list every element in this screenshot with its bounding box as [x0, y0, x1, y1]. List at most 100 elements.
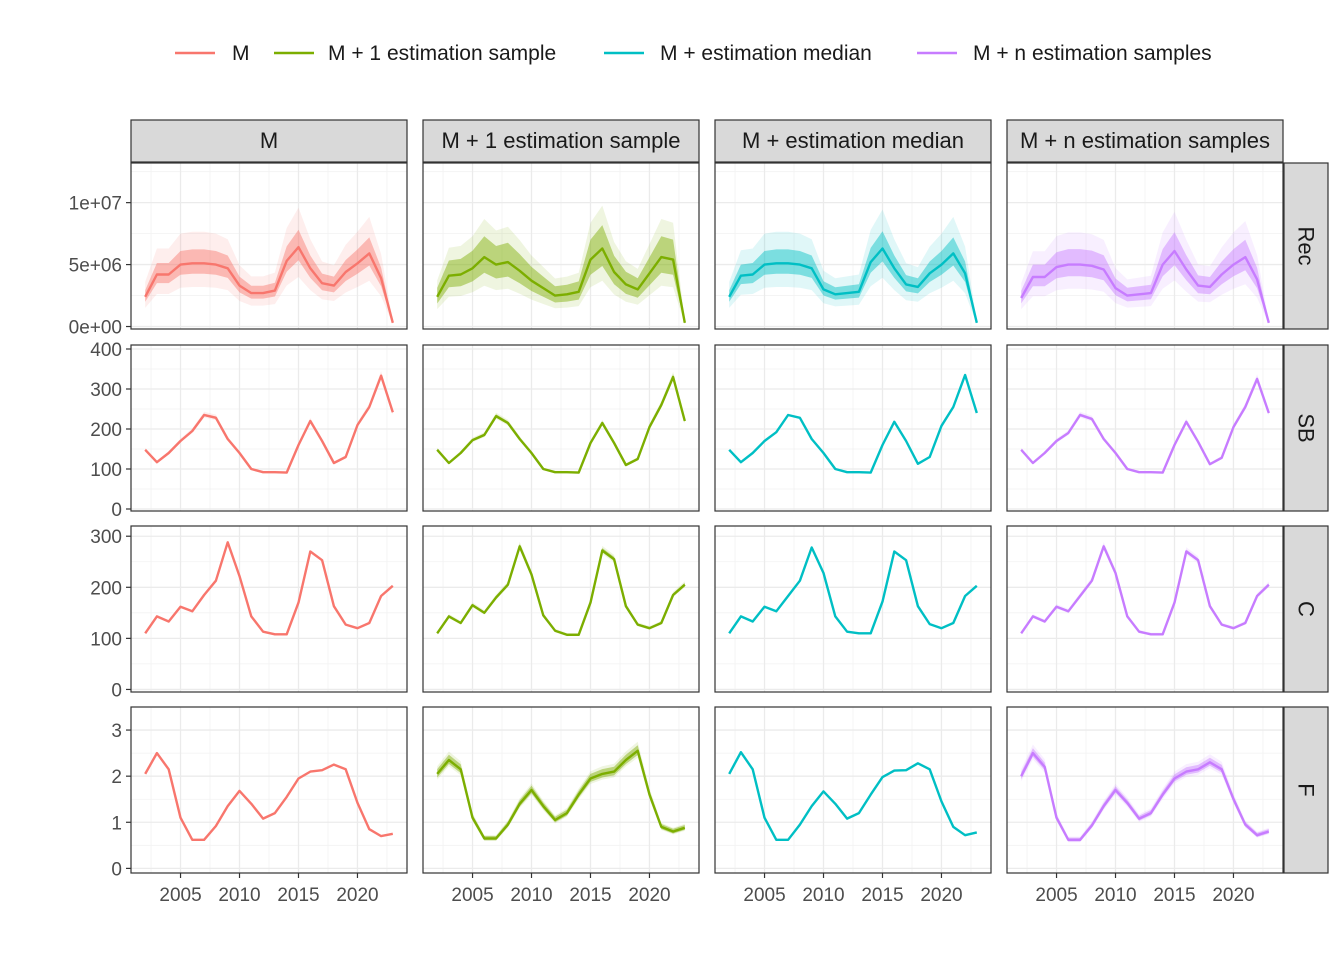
row-strip-label: Rec: [1294, 226, 1319, 265]
data-point: [858, 471, 860, 473]
data-point: [625, 464, 627, 466]
data-point: [740, 461, 742, 463]
data-point: [625, 605, 627, 607]
data-point: [684, 322, 686, 324]
series-line-Rec-3: [728, 247, 978, 324]
panel-F-4: [1006, 706, 1284, 874]
facet-panels: M M + 1 estimation sample M + estimation m…: [69, 119, 1329, 906]
data-point: [436, 449, 438, 451]
data-point: [333, 462, 335, 464]
data-point: [392, 411, 394, 413]
data-point: [822, 452, 824, 454]
data-point: [144, 296, 146, 298]
data-point: [952, 826, 954, 828]
data-point: [1138, 817, 1140, 819]
data-point: [250, 803, 252, 805]
y-tick-label-Rec: 0e+00: [69, 318, 122, 339]
data-point: [215, 417, 217, 419]
x-tick-label: 2015: [1153, 885, 1195, 906]
column-strip-label: M: [260, 128, 278, 153]
data-point: [589, 777, 591, 779]
data-point: [637, 458, 639, 460]
y-tick-label-F: 2: [111, 767, 122, 788]
data-point: [227, 267, 229, 269]
data-point: [740, 751, 742, 753]
x-tick-label: 2015: [277, 885, 319, 906]
data-point: [858, 812, 860, 814]
data-point: [1032, 276, 1034, 278]
data-point: [542, 468, 544, 470]
data-point: [952, 406, 954, 408]
data-point: [775, 431, 777, 433]
data-point: [380, 375, 382, 377]
data-point: [752, 273, 754, 275]
data-point: [168, 452, 170, 454]
band-inner-Rec-1: [145, 229, 393, 324]
panel-border: [422, 525, 700, 693]
data-point: [191, 610, 193, 612]
data-point: [799, 823, 801, 825]
data-point: [1232, 426, 1234, 428]
data-point: [1268, 412, 1270, 414]
data-point: [1150, 471, 1152, 473]
data-point: [1209, 463, 1211, 465]
data-point: [684, 420, 686, 422]
data-point: [763, 817, 765, 819]
data-point: [1103, 545, 1105, 547]
x-tick-label: 2010: [1094, 885, 1136, 906]
data-point: [752, 452, 754, 454]
data-point: [1114, 287, 1116, 289]
data-point: [728, 632, 730, 634]
data-point: [1221, 457, 1223, 459]
data-point: [811, 546, 813, 548]
panel-border: [714, 706, 992, 874]
panel-Rec-1: [130, 162, 408, 330]
x-tick-label: 2005: [451, 885, 493, 906]
data-point: [787, 262, 789, 264]
data-point: [834, 293, 836, 295]
data-point: [530, 280, 532, 282]
data-point: [846, 471, 848, 473]
series-line-F-4: [1020, 751, 1270, 841]
series-line-C-3: [728, 546, 978, 635]
data-point: [822, 572, 824, 574]
data-point: [1185, 770, 1187, 772]
data-point: [1103, 438, 1105, 440]
row-strip-label: SB: [1294, 413, 1319, 442]
data-point: [787, 414, 789, 416]
data-point: [554, 471, 556, 473]
series-line-F-3: [728, 751, 978, 841]
data-point: [144, 773, 146, 775]
data-point: [227, 541, 229, 543]
panel-Rec-2: [422, 162, 700, 330]
data-point: [1126, 294, 1128, 296]
data-point: [471, 817, 473, 819]
y-tick-label-SB: 200: [90, 420, 122, 441]
row-strip-SB: SB: [1283, 344, 1329, 512]
data-point: [1162, 471, 1164, 473]
data-point: [191, 430, 193, 432]
data-point: [507, 823, 509, 825]
data-point: [858, 632, 860, 634]
data-point: [952, 252, 954, 254]
data-point: [1244, 256, 1246, 258]
data-point: [1079, 414, 1081, 416]
data-point: [834, 468, 836, 470]
data-point: [822, 790, 824, 792]
legend-label-4: M + n estimation samples: [973, 42, 1212, 65]
data-point: [507, 584, 509, 586]
panel-border: [1006, 344, 1284, 512]
panel-SB-2: [422, 344, 700, 512]
data-point: [1138, 293, 1140, 295]
data-point: [881, 776, 883, 778]
data-point: [648, 426, 650, 428]
data-point: [238, 575, 240, 577]
data-point: [179, 606, 181, 608]
x-tick-label: 2015: [569, 885, 611, 906]
data-point: [1020, 632, 1022, 634]
data-point: [637, 288, 639, 290]
data-point: [179, 817, 181, 819]
data-point: [286, 633, 288, 635]
data-point: [728, 449, 730, 451]
data-point: [345, 271, 347, 273]
